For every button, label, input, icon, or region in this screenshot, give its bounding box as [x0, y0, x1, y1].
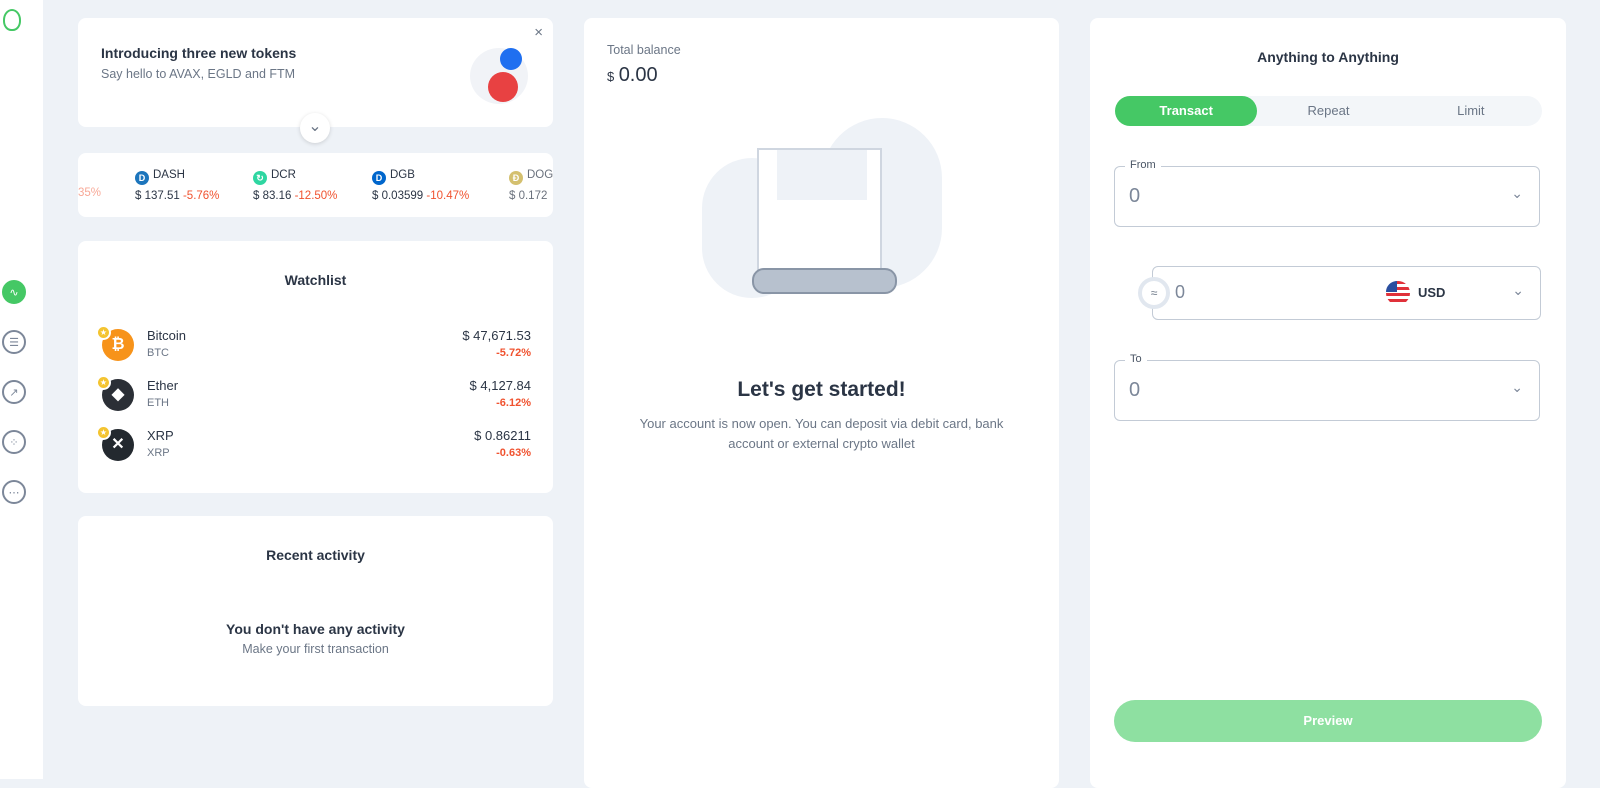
coin-price: $ 47,671.53 [462, 328, 531, 343]
chevron-down-icon: ⌄ [1511, 379, 1523, 395]
coin-price: $ 0.86211 [474, 428, 531, 443]
coin-name: XRP [147, 428, 174, 443]
promo-title: Introducing three new tokens [101, 45, 297, 61]
tab-transact[interactable]: Transact [1115, 96, 1258, 126]
trend-icon[interactable]: ↗ [2, 380, 26, 404]
amount-input[interactable]: 0 USD ⌄ [1152, 266, 1541, 320]
close-icon[interactable]: × [534, 24, 543, 41]
ticker-symbol: DGB [390, 169, 415, 181]
coin-price: $ 4,127.84 [469, 378, 531, 393]
ticker-symbol: DOGE [527, 169, 553, 181]
pulse-icon[interactable]: ∿ [2, 280, 26, 304]
empty-heading: Let's get started! [737, 378, 906, 401]
ticker-symbol: DCR [271, 169, 296, 181]
expand-chevron-icon[interactable]: ⌄ [300, 113, 330, 143]
sidebar: ∿ ☰ ↗ ⁘ ⋯ [0, 0, 43, 779]
activity-card: Recent activity You don't have any activ… [78, 516, 553, 706]
apps-icon[interactable]: ⁘ [2, 430, 26, 454]
preview-button[interactable]: Preview [1114, 700, 1542, 742]
watchlist-row[interactable]: ◆ ★ Ether ETH $ 4,127.84 -6.12% [92, 375, 531, 415]
ticker-partial-change: 35% [78, 187, 102, 199]
dgb-icon: D [372, 171, 386, 185]
to-select[interactable]: To 0 ⌄ [1114, 353, 1540, 421]
star-icon[interactable]: ★ [96, 425, 111, 440]
exchange-title: Anything to Anything [1257, 49, 1399, 65]
coin-change: -0.63% [496, 447, 531, 459]
list-icon[interactable]: ☰ [2, 330, 26, 354]
mode-tabs: Transact Repeat Limit [1115, 96, 1542, 126]
ticker-change: -10.47% [426, 190, 470, 202]
bitcoin-icon: ₿ [102, 329, 134, 361]
ticker-price: $ 137.51 [135, 190, 180, 202]
to-label: To [1125, 353, 1147, 365]
balance-amount: $ 0.00 [607, 64, 658, 86]
coin-name: Bitcoin [147, 328, 187, 343]
watchlist-title: Watchlist [284, 272, 347, 288]
convert-icon: ≈ [1138, 277, 1170, 309]
chevron-down-icon: ⌄ [1512, 282, 1524, 298]
activity-title: Recent activity [266, 547, 365, 563]
ticker-item[interactable]: D DASH $ 137.51 -5.76% [135, 169, 219, 202]
logo-icon[interactable] [3, 9, 21, 31]
ticker-change: -12.50% [294, 190, 338, 202]
chevron-down-icon: ⌄ [1511, 185, 1523, 201]
from-label: From [1125, 159, 1161, 171]
xrp-icon: ✕ [102, 429, 134, 461]
promo-card[interactable]: Introducing three new tokens Say hello t… [78, 18, 553, 143]
ticker-item[interactable]: D DGB $ 0.03599 -10.47% [372, 169, 469, 202]
ticker-change: -5.76% [182, 190, 220, 202]
coin-change: -5.72% [496, 347, 531, 359]
coin-symbol: ETH [147, 397, 169, 409]
watchlist-row[interactable]: ₿ ★ Bitcoin BTC $ 47,671.53 -5.72% [92, 325, 531, 365]
empty-text: Your account is now open. You can deposi… [639, 416, 1004, 451]
star-icon[interactable]: ★ [96, 325, 111, 340]
watchlist-card: Watchlist ₿ ★ Bitcoin BTC $ 47,671.53 -5.… [78, 241, 553, 493]
ticker-item[interactable]: ↻ DCR $ 83.16 -12.50% [253, 169, 337, 202]
coin-name: Ether [147, 378, 179, 393]
ticker-price: $ 0.03599 [372, 190, 424, 202]
currency-select[interactable]: USD [1418, 285, 1446, 300]
balance-label: Total balance [607, 43, 681, 57]
ticker-price: $ 0.172 [509, 190, 548, 202]
promo-subtitle: Say hello to AVAX, EGLD and FTM [101, 67, 296, 81]
coin-change: -6.12% [496, 397, 531, 409]
ticker-price: $ 83.16 [253, 190, 292, 202]
doge-icon: Ð [509, 171, 523, 185]
dcr-icon: ↻ [253, 171, 267, 185]
from-select[interactable]: From 0 ⌄ [1114, 159, 1540, 227]
from-value: 0 [1129, 185, 1141, 207]
empty-illustration [702, 118, 942, 308]
activity-empty-subtitle: Make your first transaction [242, 642, 389, 656]
amount-value: 0 [1175, 282, 1186, 302]
ticker-item[interactable]: Ð DOGE $ 0.172 [509, 169, 553, 202]
watchlist-row[interactable]: ✕ ★ XRP XRP $ 0.86211 -0.63% [92, 425, 531, 465]
tab-repeat[interactable]: Repeat [1307, 103, 1350, 118]
ticker-symbol: DASH [153, 169, 185, 181]
us-flag-icon [1386, 281, 1410, 305]
exchange-card: Anything to Anything Transact Repeat Lim… [1090, 18, 1566, 788]
tab-limit[interactable]: Limit [1457, 103, 1485, 118]
coin-symbol: BTC [147, 347, 169, 359]
coin-symbol: XRP [147, 447, 170, 459]
more-icon[interactable]: ⋯ [2, 480, 26, 504]
ticker-card: 35% D DASH $ 137.51 -5.76% ↻ DCR $ 83.16 -12… [78, 153, 553, 217]
token-illustration [470, 48, 528, 104]
star-icon[interactable]: ★ [96, 375, 111, 390]
balance-card: Total balance $ 0.00 Let's get started! … [584, 18, 1059, 788]
dash-icon: D [135, 171, 149, 185]
to-value: 0 [1129, 379, 1141, 401]
activity-empty-title: You don't have any activity [226, 621, 405, 637]
